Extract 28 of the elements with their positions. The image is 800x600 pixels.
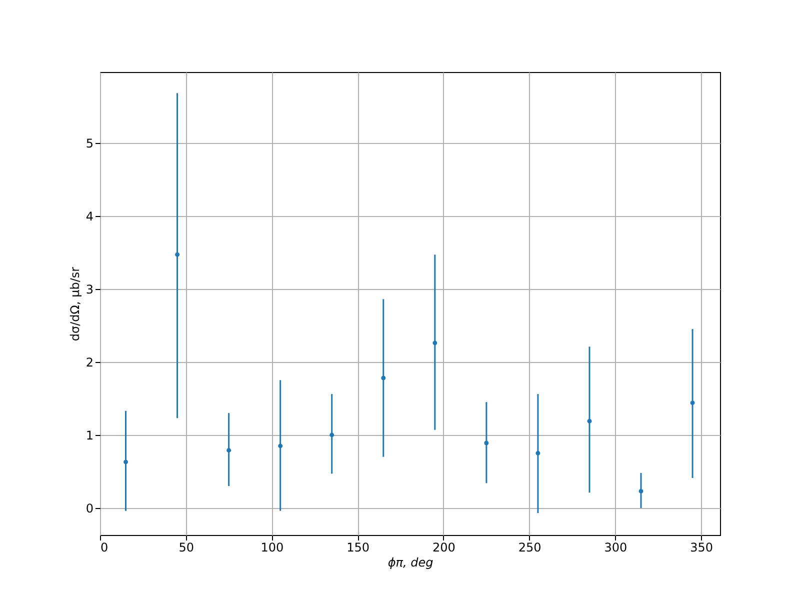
point bbox=[175, 252, 180, 257]
x-axis-title: ϕπ, deg bbox=[388, 556, 434, 570]
x-tick-label: 0 bbox=[100, 540, 108, 554]
x-tick-label: 300 bbox=[604, 540, 628, 554]
x-tick-label: 250 bbox=[518, 540, 542, 554]
point bbox=[278, 444, 283, 448]
point bbox=[484, 440, 489, 446]
point bbox=[226, 448, 232, 453]
y-tick-label: 3 bbox=[86, 282, 94, 296]
point bbox=[432, 340, 438, 346]
x-tick-label: 150 bbox=[346, 540, 370, 554]
point bbox=[330, 432, 334, 438]
y-tick-label: 2 bbox=[86, 355, 94, 370]
point bbox=[587, 418, 592, 424]
y-tick-label: 5 bbox=[86, 136, 94, 150]
point bbox=[124, 460, 128, 464]
y-axis-title: dσ/dΩ, μb/sr bbox=[68, 266, 82, 342]
y-tick-label: 1 bbox=[86, 428, 94, 442]
x-tick-label: 50 bbox=[178, 540, 194, 554]
x-tick-label: 350 bbox=[690, 540, 714, 554]
point bbox=[381, 376, 386, 380]
x-tick-label: 100 bbox=[260, 540, 284, 554]
y-tick-label: 4 bbox=[86, 209, 94, 224]
x-tick-label: 200 bbox=[432, 540, 456, 554]
point bbox=[638, 488, 644, 494]
point bbox=[536, 450, 540, 456]
point bbox=[690, 400, 695, 406]
y-tick-label: 0 bbox=[86, 501, 94, 516]
